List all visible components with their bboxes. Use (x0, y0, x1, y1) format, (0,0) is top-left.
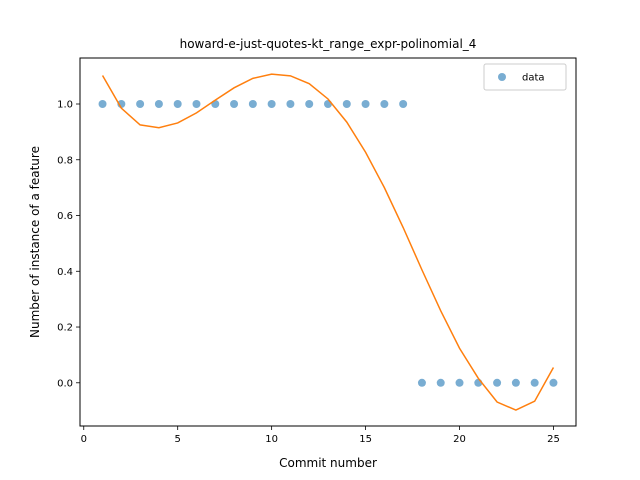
y-tick-label: 0.4 (57, 267, 73, 278)
y-tick-label: 1.0 (57, 100, 73, 111)
data-point (342, 100, 351, 108)
chart-title: howard-e-just-quotes-kt_range_expr-polin… (180, 37, 477, 51)
data-point (399, 100, 408, 108)
data-point (324, 100, 332, 108)
y-tick-label: 0.6 (57, 211, 73, 222)
y-tick-label: 0.0 (57, 378, 73, 389)
plot-area (80, 58, 576, 426)
y-tick-label: 0.2 (57, 323, 73, 334)
data-point (511, 378, 520, 387)
data-point (286, 100, 295, 108)
x-tick-label: 0 (81, 434, 87, 445)
legend-box (483, 63, 567, 91)
x-tick-label: 15 (359, 434, 372, 445)
legend-marker-data (498, 73, 506, 81)
data-point (173, 100, 182, 108)
legend-label-data: data (522, 73, 545, 84)
data-point (417, 378, 426, 387)
data-point (154, 100, 163, 108)
data-point (436, 378, 445, 387)
data-point (530, 378, 539, 387)
data-point (267, 100, 276, 108)
data-point (305, 100, 314, 108)
data-point (230, 100, 239, 108)
data-point (549, 378, 558, 387)
x-tick-label: 10 (265, 434, 278, 445)
y-axis-title: Number of instance of a feature (28, 146, 42, 338)
series-layer (98, 73, 558, 411)
fit-line (101, 73, 555, 411)
data-point (380, 100, 389, 108)
data-point (361, 100, 370, 108)
legend: data (483, 63, 567, 91)
data-point (192, 100, 201, 108)
x-axis-ticks: 0 5 10 15 20 25 (81, 426, 560, 445)
x-tick-label: 25 (547, 434, 560, 445)
data-point (493, 378, 502, 387)
x-axis-title: Commit number (279, 456, 377, 470)
x-tick-label: 20 (453, 434, 466, 445)
data-point (455, 378, 464, 387)
data-point (98, 100, 107, 108)
data-point (248, 100, 257, 108)
data-point (136, 100, 145, 108)
plot-frame (79, 57, 577, 427)
x-tick-label: 5 (175, 434, 181, 445)
y-tick-label: 0.8 (57, 155, 73, 166)
y-axis-ticks: 0.0 0.2 0.4 0.6 0.8 1.0 (57, 100, 80, 389)
